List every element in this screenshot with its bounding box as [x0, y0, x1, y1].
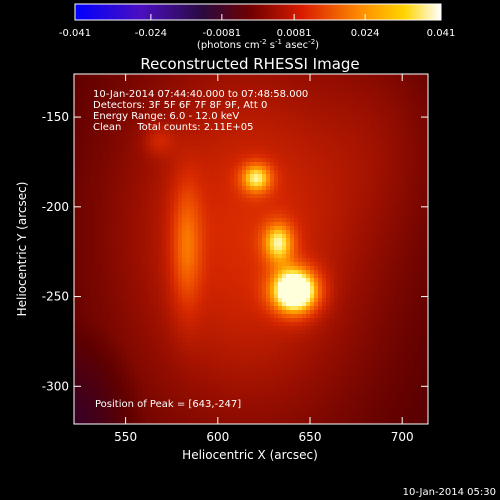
- axis-ticks: 550 600 650 700 -150 -200 -250 -300: [42, 74, 428, 444]
- y-tick-label: -250: [42, 290, 69, 304]
- y-axis-label: Heliocentric Y (arcsec): [15, 182, 29, 317]
- y-tick-label: -150: [42, 110, 69, 124]
- footer-date: 10-Jan-2014 05:30: [403, 487, 496, 498]
- colorbar-ticks: -0.041 -0.024 -0.0081 0.0081 0.024 0.041: [59, 14, 455, 39]
- plot-frame: [73, 73, 429, 425]
- annotation-energy: Energy Range: 6.0 - 12.0 keV: [93, 111, 239, 122]
- heatmap-image: [74, 74, 428, 424]
- annotation-clean: Clean Total counts: 2.11E+05: [93, 122, 253, 133]
- x-tick-label: 600: [206, 430, 229, 444]
- colorbar-gradient: [74, 3, 442, 21]
- peak-position-label: Position of Peak = [643,-247]: [95, 399, 241, 410]
- x-tick-label: 550: [114, 430, 137, 444]
- colorbar-tick-label: -0.024: [135, 28, 167, 39]
- colorbar-tick-label: 0.024: [351, 28, 380, 39]
- y-tick-label: -300: [42, 379, 69, 393]
- annotations: 10-Jan-2014 07:44:40.000 to 07:48:58.000…: [93, 89, 308, 410]
- colorbar-units: (photons cm-2 s-1 asec-2): [197, 38, 319, 51]
- annotation-detectors: Detectors: 3F 5F 6F 7F 8F 9F, Att 0: [93, 100, 267, 111]
- y-tick-label: -200: [42, 200, 69, 214]
- colorbar-tick-label: 0.041: [427, 28, 456, 39]
- colorbar-tick-label: -0.0081: [203, 28, 242, 39]
- colorbar: -0.041 -0.024 -0.0081 0.0081 0.024 0.041 (pho…: [59, 3, 455, 51]
- x-tick-label: 650: [299, 430, 322, 444]
- colorbar-tick-label: -0.041: [59, 28, 91, 39]
- annotation-time: 10-Jan-2014 07:44:40.000 to 07:48:58.000: [93, 89, 308, 100]
- x-tick-label: 700: [391, 430, 414, 444]
- x-axis-label: Heliocentric X (arcsec): [182, 448, 318, 462]
- colorbar-tick-label: 0.0081: [277, 28, 312, 39]
- plot-area: 550 600 650 700 -150 -200 -250 -300: [42, 73, 429, 444]
- chart-title: Reconstructed RHESSI Image: [140, 55, 359, 73]
